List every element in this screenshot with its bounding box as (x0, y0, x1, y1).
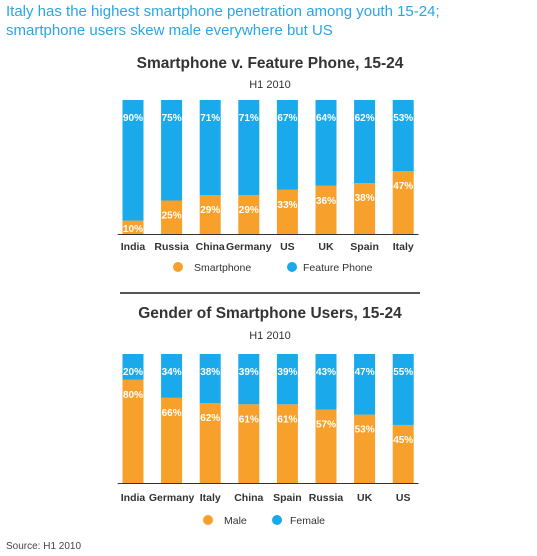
data-label: 39% (239, 367, 259, 378)
category-label: Spain (273, 492, 302, 504)
category-label: China (234, 492, 263, 504)
headline-line-2: smartphone users skew male everywhere bu… (6, 22, 333, 39)
category-label: Russia (309, 492, 344, 504)
bar-male (354, 414, 376, 483)
data-label: 62% (200, 413, 220, 424)
data-label: 53% (355, 425, 375, 436)
bar-feature-phone (315, 100, 337, 186)
bar-female (122, 354, 144, 380)
data-label: 47% (355, 367, 375, 378)
bar-smartphone (122, 220, 144, 234)
data-label: 71% (200, 113, 220, 124)
data-label: 34% (162, 367, 182, 378)
data-label: 90% (123, 113, 143, 124)
bar-male (161, 397, 183, 483)
legend-swatch-smartphone (173, 262, 183, 272)
bar-male (238, 404, 260, 483)
legend-label: Female (290, 515, 325, 527)
category-label: Germany (226, 241, 272, 253)
data-label: 36% (316, 196, 336, 207)
data-label: 47% (393, 181, 413, 192)
legend-label: Male (224, 515, 247, 527)
data-label: 71% (239, 113, 259, 124)
bar-male (199, 403, 221, 483)
bar-feature-phone (392, 100, 414, 172)
legend-swatch-feature-phone (287, 262, 297, 272)
data-label: 38% (355, 193, 375, 204)
data-label: 33% (277, 200, 297, 211)
legend-label: Feature Phone (303, 262, 373, 274)
category-label: Russia (154, 241, 189, 253)
bar-feature-phone (238, 100, 260, 196)
chart-subtitle: H1 2010 (249, 330, 291, 342)
data-label: 29% (239, 205, 259, 216)
chart-subtitle: H1 2010 (249, 79, 291, 91)
bar-smartphone (199, 195, 221, 234)
data-label: 61% (239, 414, 259, 425)
bar-feature-phone (354, 100, 376, 184)
chart-title: Smartphone v. Feature Phone, 15-24 (137, 55, 404, 72)
data-label: 10% (123, 224, 143, 235)
chart-title: Gender of Smartphone Users, 15-24 (138, 305, 402, 322)
legend-label: Smartphone (194, 262, 251, 274)
bar-female (354, 354, 376, 415)
headline: Italy has the highest smartphone penetra… (6, 2, 531, 40)
bar-smartphone (354, 183, 376, 234)
data-label: 75% (162, 113, 182, 124)
data-label: 38% (200, 367, 220, 378)
bar-male (276, 404, 298, 483)
category-label: US (396, 492, 411, 504)
category-label: India (121, 492, 146, 504)
data-label: 45% (393, 435, 413, 446)
bar-male (122, 379, 144, 483)
category-label: Italy (200, 492, 221, 504)
category-label: US (280, 241, 295, 253)
legend-swatch-male (203, 515, 213, 525)
category-label: India (121, 241, 146, 253)
bar-feature-phone (161, 100, 183, 201)
bar-female (161, 354, 183, 398)
bar-smartphone (392, 171, 414, 234)
bar-smartphone (161, 200, 183, 234)
data-label: 20% (123, 367, 143, 378)
chart-divider (120, 292, 420, 294)
data-label: 64% (316, 113, 336, 124)
data-label: 80% (123, 390, 143, 401)
bar-feature-phone (199, 100, 221, 196)
headline-line-1: Italy has the highest smartphone penetra… (6, 3, 440, 20)
bar-smartphone (315, 185, 337, 234)
category-label: Germany (149, 492, 195, 504)
category-label: Spain (350, 241, 379, 253)
bar-male (392, 424, 414, 483)
data-label: 57% (316, 419, 336, 430)
bar-female (315, 354, 337, 410)
bar-smartphone (238, 195, 260, 234)
category-label: UK (318, 241, 334, 253)
bar-smartphone (276, 189, 298, 234)
bar-female (238, 354, 260, 405)
data-label: 61% (277, 414, 297, 425)
bar-male (315, 409, 337, 483)
data-label: 53% (393, 113, 413, 124)
bar-female (392, 354, 414, 425)
data-label: 39% (277, 367, 297, 378)
bar-female (276, 354, 298, 405)
category-label: Italy (393, 241, 414, 253)
data-label: 29% (200, 205, 220, 216)
data-label: 55% (393, 367, 413, 378)
category-label: UK (357, 492, 373, 504)
bar-female (199, 354, 221, 404)
data-label: 43% (316, 367, 336, 378)
data-label: 66% (162, 408, 182, 419)
legend-swatch-female (272, 515, 282, 525)
bar-feature-phone (276, 100, 298, 190)
source-note: Source: H1 2010 (6, 541, 82, 552)
category-label: China (196, 241, 225, 253)
data-label: 25% (162, 211, 182, 222)
bar-feature-phone (122, 100, 144, 221)
data-label: 67% (277, 113, 297, 124)
data-label: 62% (355, 113, 375, 124)
